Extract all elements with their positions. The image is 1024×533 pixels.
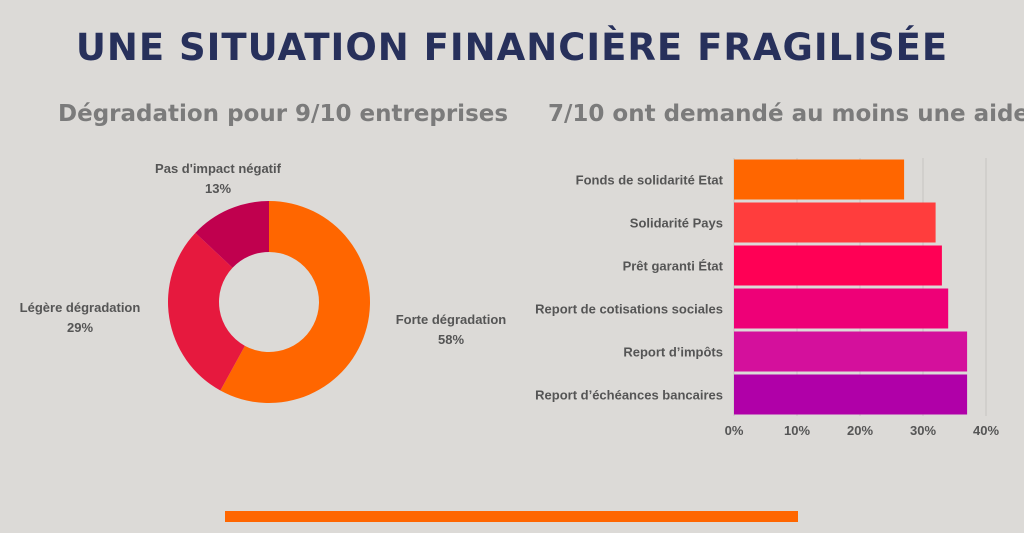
bar [734,374,968,415]
slice-value-label: 13% [205,181,231,196]
footer-accent-bar [225,511,798,522]
x-tick-label: 20% [847,423,873,438]
slice-value-label: 58% [438,332,464,347]
page-title: UNE SITUATION FINANCIÈRE FRAGILISÉE [75,26,949,69]
donut-slice [220,201,370,403]
donut-chart-title: Dégradation pour 9/10 entreprises [58,101,509,127]
x-tick-label: 0% [725,423,744,438]
category-label: Prêt garanti État [623,259,724,274]
donut-slice [195,201,269,268]
donut-slice [168,232,245,391]
category-label: Report d’impôts [623,345,723,360]
category-label: Report d’échéances bancaires [535,388,723,403]
bar [734,159,905,200]
bar-chart-title: 7/10 ont demandé au moins une aide [548,101,1024,127]
bar [734,288,949,329]
bar [734,331,968,372]
category-label: Solidarité Pays [630,216,723,231]
slice-label: Forte dégradation [396,312,507,327]
category-label: Report de cotisations sociales [535,302,723,317]
category-label: Fonds de solidarité Etat [576,173,724,188]
slice-label: Légère dégradation [20,300,141,315]
slice-value-label: 29% [67,320,93,335]
x-tick-label: 30% [910,423,936,438]
x-tick-label: 10% [784,423,810,438]
slice-label: Pas d'impact négatif [155,161,282,176]
bar [734,245,942,286]
bar [734,202,936,243]
x-tick-label: 40% [973,423,999,438]
